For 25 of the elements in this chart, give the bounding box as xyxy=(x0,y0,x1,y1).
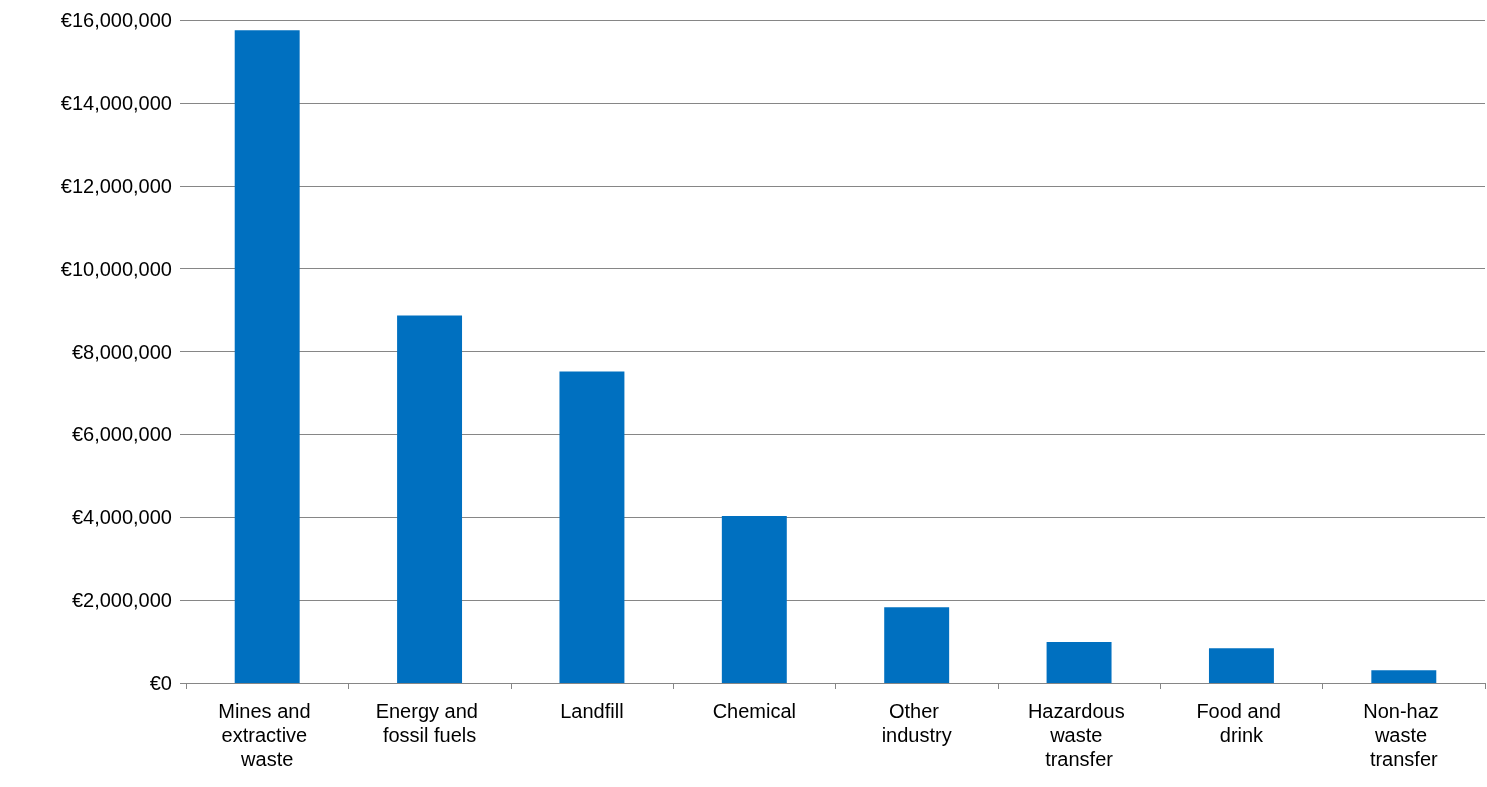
x-tick-label: Food and drink xyxy=(1196,700,1287,746)
x-tick-label: Energy and fossil fuels xyxy=(375,700,484,746)
y-tick-label: €0 xyxy=(149,672,172,694)
bar xyxy=(1046,641,1112,683)
x-tick-label: Hazardous waste transfer xyxy=(1027,700,1131,770)
x-tick-label: Non-haz waste transfer xyxy=(1363,700,1445,770)
y-tick-label: €6,000,000 xyxy=(71,423,172,446)
bar xyxy=(559,371,625,683)
x-tick-label: Chemical xyxy=(712,700,796,722)
x-tick-label: Landfill xyxy=(560,700,624,722)
y-tick-label: €8,000,000 xyxy=(71,340,172,363)
x-tick-label: Other industry xyxy=(881,700,952,746)
y-tick-label: €12,000,000 xyxy=(60,174,172,197)
y-tick-label: €2,000,000 xyxy=(71,589,172,612)
y-tick-label: €10,000,000 xyxy=(60,257,172,280)
bar xyxy=(1371,670,1437,683)
bar xyxy=(234,30,300,683)
y-tick-label: €16,000,000 xyxy=(60,9,172,31)
y-tick-label: €14,000,000 xyxy=(60,91,172,114)
y-tick-label: €4,000,000 xyxy=(71,506,172,529)
bar xyxy=(721,516,787,683)
bar xyxy=(1208,648,1274,683)
x-tick-label: Mines and extractive waste xyxy=(218,700,317,770)
bar xyxy=(397,315,463,683)
bar xyxy=(884,607,950,683)
